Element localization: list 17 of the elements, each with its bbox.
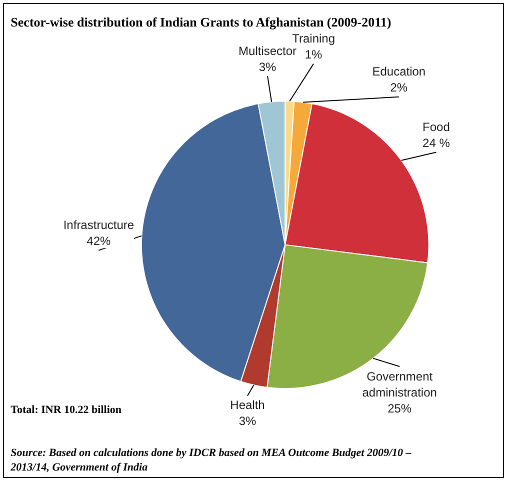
data-label: 42%: [86, 234, 112, 248]
slice-label: Education: [372, 64, 426, 79]
slice-label: Government administration: [362, 369, 437, 400]
data-label: 25%: [388, 401, 412, 416]
chart-title: Sector-wise distribution of Indian Grants to Afghanistan (2009-2011): [10, 14, 392, 30]
slice-label: Health: [230, 398, 265, 412]
text: Total: INR 10.22 billion: [10, 404, 122, 416]
slice-label: Food: [422, 120, 450, 134]
data-label: 3%: [238, 414, 256, 428]
source-note: Source: Based on calculations done by IDCR based on MEA Outcome Budget 2009/10 – 2013/14, Government of India: [10, 447, 412, 474]
data-label: 3%: [258, 60, 277, 74]
slice-label: Multisector: [238, 44, 297, 58]
slice-label: Training: [292, 32, 336, 46]
data-label: 2%: [390, 80, 408, 95]
slice-label: Infrastructure: [63, 218, 134, 232]
data-label: 1%: [304, 48, 323, 62]
data-label: 24 %: [422, 136, 450, 150]
